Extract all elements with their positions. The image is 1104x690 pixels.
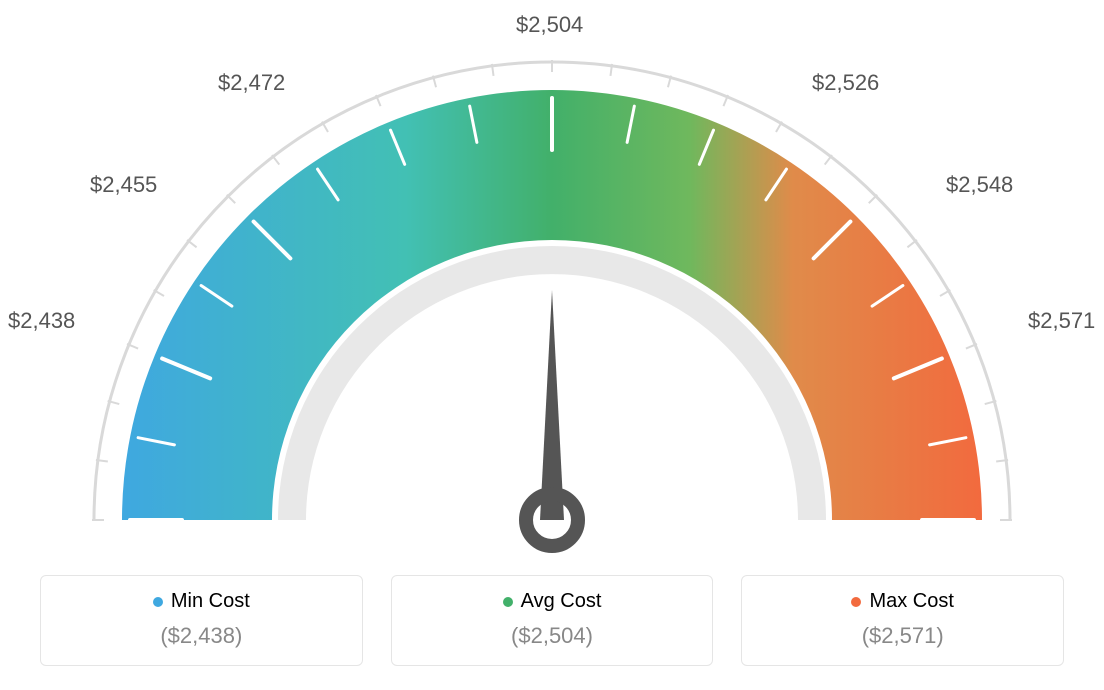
min-cost-title: Min Cost bbox=[51, 590, 352, 613]
gauge-tick-label: $2,438 bbox=[8, 308, 75, 334]
avg-cost-title: Avg Cost bbox=[402, 590, 703, 613]
gauge-tick-label: $2,548 bbox=[946, 172, 1013, 198]
max-cost-label: Max Cost bbox=[869, 590, 953, 612]
min-cost-card: Min Cost ($2,438) bbox=[40, 575, 363, 666]
min-cost-label: Min Cost bbox=[171, 590, 250, 612]
gauge-tick-label: $2,504 bbox=[516, 12, 583, 38]
gauge-tick-label: $2,472 bbox=[218, 70, 285, 96]
avg-cost-value: ($2,504) bbox=[402, 623, 703, 649]
max-cost-title: Max Cost bbox=[752, 590, 1053, 613]
max-cost-value: ($2,571) bbox=[752, 623, 1053, 649]
avg-cost-card: Avg Cost ($2,504) bbox=[391, 575, 714, 666]
dot-icon bbox=[851, 597, 861, 607]
gauge-chart-container: $2,438 $2,455 $2,472 $2,504 $2,526 $2,548 $2,5… bbox=[0, 0, 1104, 690]
dot-icon bbox=[153, 597, 163, 607]
gauge-area: $2,438 $2,455 $2,472 $2,504 $2,526 $2,548 $2,5… bbox=[0, 0, 1104, 560]
gauge-svg bbox=[0, 0, 1104, 560]
gauge-tick-label: $2,526 bbox=[812, 70, 879, 96]
min-cost-value: ($2,438) bbox=[51, 623, 352, 649]
dot-icon bbox=[503, 597, 513, 607]
max-cost-card: Max Cost ($2,571) bbox=[741, 575, 1064, 666]
legend-cards: Min Cost ($2,438) Avg Cost ($2,504) Max … bbox=[40, 575, 1064, 666]
gauge-tick-label: $2,455 bbox=[90, 172, 157, 198]
avg-cost-label: Avg Cost bbox=[521, 590, 602, 612]
gauge-tick-label: $2,571 bbox=[1028, 308, 1095, 334]
